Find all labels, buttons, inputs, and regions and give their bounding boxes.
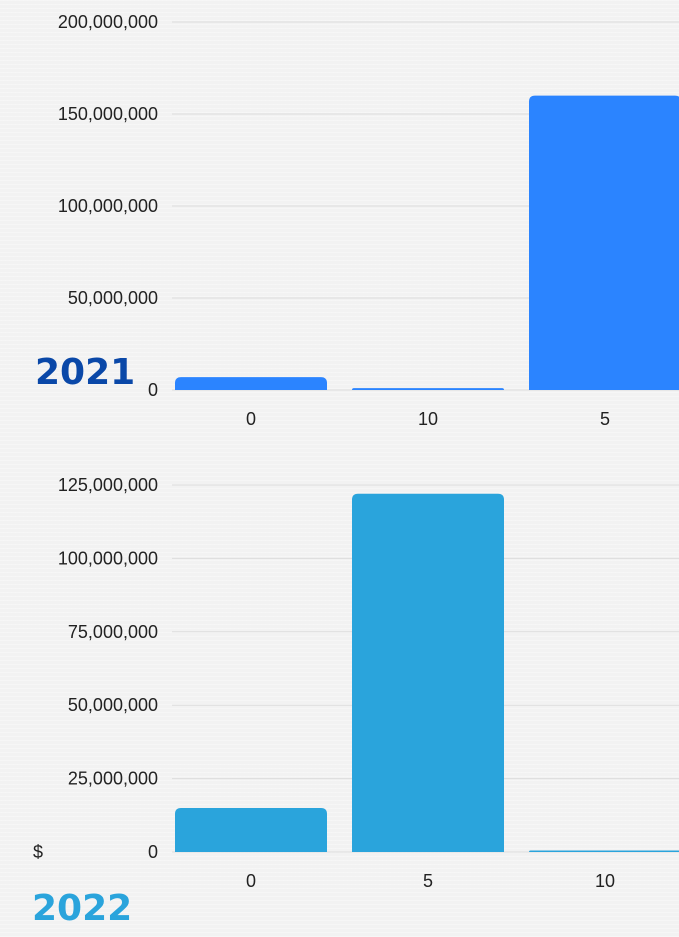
bar-2022-2 [529,850,679,852]
ytick-label-2021-1: 50,000,000 [68,288,158,308]
category-label-2022-1: 5 [423,871,433,891]
ytick-label-2022-1: 25,000,000 [68,769,158,789]
ytick-label-2021-0: 0 [148,380,158,400]
ytick-label-2021-3: 150,000,000 [58,104,158,124]
ytick-label-2021-4: 200,000,000 [58,12,158,32]
category-label-2021-1: 10 [418,409,438,429]
year-2021-label: 2021 [35,352,135,393]
chart-2022: 0 25,000,000 50,000,000 75,000,000 100,000,0… [58,475,679,891]
category-label-2021-0: 0 [246,409,256,429]
chart-2021: 0 50,000,000 100,000,000 150,000,000 200,000… [58,12,679,429]
ytick-label-2021-2: 100,000,000 [58,196,158,216]
year-2022-label: 2022 [32,888,132,929]
category-label-2022-2: 10 [595,871,615,891]
category-label-2021-2: 5 [600,409,610,429]
ytick-label-2022-4: 100,000,000 [58,548,158,568]
bar-2022-0 [175,807,327,852]
ytick-label-2022-0: 0 [148,842,158,862]
bar-2021-0 [175,377,327,390]
ytick-label-2022-2: 50,000,000 [68,695,158,715]
ytick-label-2022-5: 125,000,000 [58,475,158,495]
bar-2021-2 [529,95,679,390]
bar-2022-1 [352,493,504,852]
category-label-2022-0: 0 [246,871,256,891]
currency-symbol: $ [33,842,43,862]
bar-2021-1 [352,388,504,390]
ytick-label-2022-3: 75,000,000 [68,622,158,642]
